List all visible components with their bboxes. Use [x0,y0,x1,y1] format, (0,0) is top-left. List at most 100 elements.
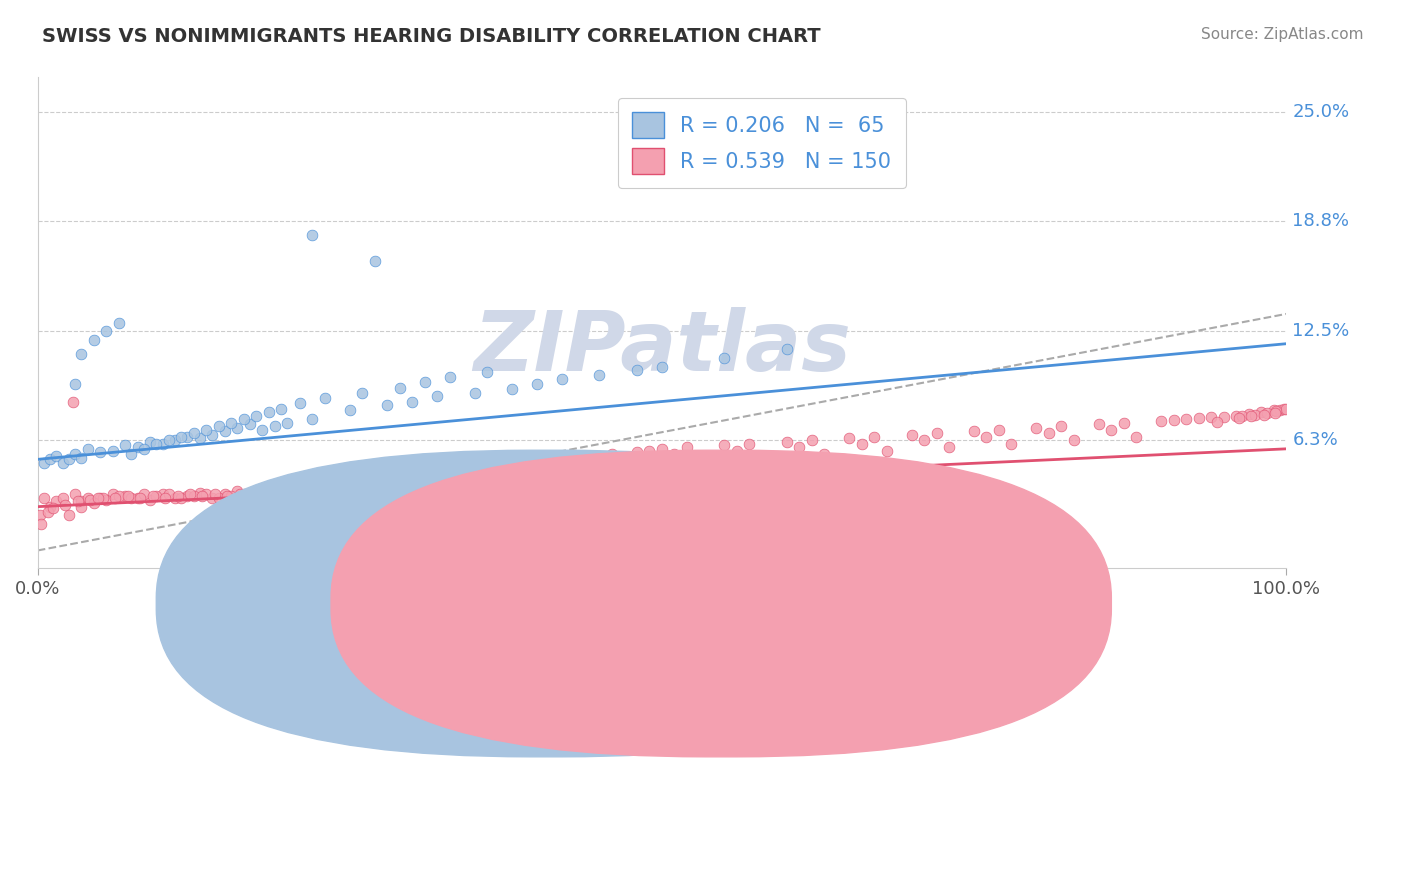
Point [301,412,323,426]
Point [104,491,127,505]
Point [45,494,67,508]
Point [575,461,598,475]
Point [63,487,86,501]
Point [32,456,55,470]
Point [108,316,131,330]
Point [1125,429,1147,443]
Point [900,427,922,442]
Point [800,433,823,447]
Point [538,454,561,468]
Point [1150,414,1173,428]
Point [413,468,436,483]
Point [276,416,298,430]
Point [551,452,574,467]
Point [401,470,423,484]
Point [39,500,62,514]
Point [157,433,180,447]
Point [375,398,398,412]
Text: Nonimmigrants: Nonimmigrants [681,602,818,620]
Point [963,425,986,439]
Point [787,440,810,454]
Point [226,421,249,435]
Point [39,452,62,467]
Point [226,483,249,498]
Point [751,450,773,465]
Point [912,433,935,447]
Point [58,508,80,523]
Point [588,449,610,463]
Point [588,368,610,383]
Point [352,475,374,489]
Point [526,456,548,470]
Point [283,483,305,498]
Point [1038,426,1060,441]
Point [191,489,214,503]
Point [938,440,960,454]
Point [91,491,114,505]
Point [676,440,699,454]
Point [152,436,174,450]
Point [239,417,262,432]
Point [270,401,292,416]
Point [70,494,93,508]
Point [339,476,361,491]
Point [401,394,423,409]
Point [157,487,180,501]
Point [664,447,686,461]
Point [1275,401,1298,416]
Point [308,480,330,494]
Point [30,508,52,523]
Point [66,494,89,508]
Point [1206,415,1229,429]
Point [127,491,149,505]
Point [1240,409,1263,424]
Point [339,403,361,417]
Point [58,452,80,467]
Point [208,491,231,505]
Point [264,419,287,434]
Point [108,489,131,503]
Point [1265,404,1288,418]
Point [70,450,93,465]
Point [352,385,374,400]
Point [183,426,205,441]
Point [96,492,118,507]
Point [1253,408,1275,422]
Point [1000,436,1022,450]
Point [166,489,188,503]
Text: 12.5%: 12.5% [1292,323,1350,341]
Point [176,489,198,503]
Point [139,434,162,449]
Point [1099,423,1122,437]
Point [208,419,231,434]
FancyBboxPatch shape [330,450,1111,756]
Point [688,454,710,468]
Point [145,436,167,450]
Point [564,450,586,465]
Point [120,491,142,505]
Point [776,342,799,356]
Point [464,385,486,400]
Text: 18.8%: 18.8% [1292,212,1350,230]
Point [439,370,461,384]
Point [96,325,118,339]
Point [30,517,52,532]
Point [41,501,63,516]
Point [301,480,323,494]
Point [52,491,75,505]
Point [270,483,292,498]
Point [876,443,898,458]
Point [179,487,201,501]
Point [600,447,623,461]
Point [464,463,486,477]
Point [32,491,55,505]
Legend: R = 0.206   N =  65, R = 0.539   N = 150: R = 0.206 N = 65, R = 0.539 N = 150 [617,97,905,188]
Point [37,505,59,519]
FancyBboxPatch shape [156,450,936,756]
Point [170,429,193,443]
Point [45,449,67,463]
Point [1250,405,1272,419]
Point [204,487,226,501]
Point [439,465,461,479]
Point [242,485,264,500]
